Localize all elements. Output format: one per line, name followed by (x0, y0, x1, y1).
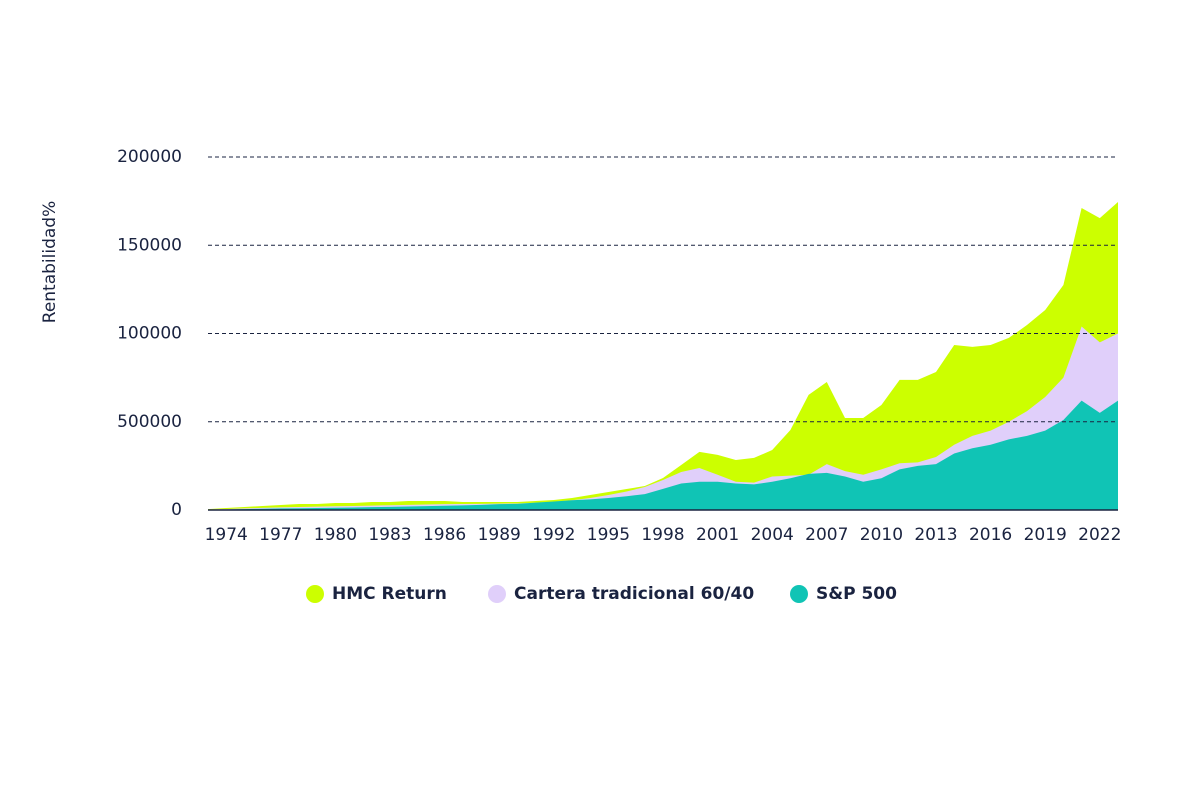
x-tick-label: 2016 (969, 525, 1012, 545)
x-tick-label: 2022 (1078, 525, 1121, 545)
y-axis-label: Rentabilidad% (40, 201, 60, 323)
y-tick-label: 0 (171, 500, 182, 520)
x-tick-label: 1974 (205, 525, 248, 545)
x-tick-label: 2010 (860, 525, 903, 545)
x-tick-label: 1977 (259, 525, 302, 545)
legend-marker (790, 585, 808, 603)
x-tick-label: 1986 (423, 525, 466, 545)
x-tick-label: 1980 (314, 525, 357, 545)
area (208, 202, 1118, 510)
y-tick-label: 500000 (117, 412, 182, 432)
x-tick-label: 1998 (641, 525, 684, 545)
x-tick-label: 1989 (478, 525, 521, 545)
x-tick-label: 2019 (1024, 525, 1067, 545)
x-tick-label: 1983 (368, 525, 411, 545)
y-tick-label: 150000 (117, 235, 182, 255)
legend-marker (306, 585, 324, 603)
x-tick-label: 2013 (914, 525, 957, 545)
x-tick-label: 2001 (696, 525, 739, 545)
legend-marker (488, 585, 506, 603)
x-tick-label: 2004 (751, 525, 794, 545)
x-tick-label: 1992 (532, 525, 575, 545)
x-tick-label: 2007 (805, 525, 848, 545)
y-tick-label: 100000 (117, 324, 182, 344)
area (208, 400, 1118, 510)
legend-label: HMC Return (332, 584, 447, 604)
legend-label: Cartera tradicional 60/40 (514, 584, 754, 604)
legend-label: S&P 500 (816, 584, 897, 604)
y-tick-label: 200000 (117, 147, 182, 167)
x-tick-label: 1995 (587, 525, 630, 545)
